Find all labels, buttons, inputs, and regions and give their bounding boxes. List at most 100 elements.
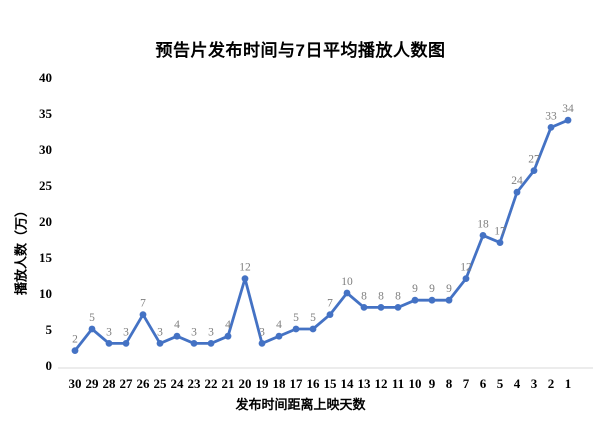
y-tick-label: 10 — [39, 286, 52, 301]
data-point — [445, 296, 453, 304]
data-label: 7 — [327, 298, 333, 310]
data-point — [224, 332, 232, 340]
y-tick-label: 5 — [46, 322, 53, 337]
x-tick-label: 12 — [375, 376, 388, 391]
x-tick-label: 10 — [409, 376, 422, 391]
data-point — [394, 304, 402, 311]
data-label: 24 — [511, 175, 523, 187]
x-tick-label: 28 — [103, 376, 117, 391]
data-point — [190, 340, 198, 347]
data-label: 7 — [140, 298, 146, 310]
data-point — [564, 116, 572, 124]
data-point — [105, 340, 113, 347]
x-tick-label: 5 — [497, 376, 504, 391]
data-label: 34 — [562, 103, 574, 115]
data-point — [428, 296, 436, 304]
x-tick-label: 20 — [239, 376, 252, 391]
x-tick-label: 26 — [137, 376, 151, 391]
x-tick-label: 14 — [341, 376, 355, 391]
data-label: 5 — [89, 312, 95, 324]
x-tick-label: 24 — [171, 376, 185, 391]
data-label: 5 — [293, 312, 299, 324]
data-label: 3 — [191, 326, 197, 338]
x-tick-label: 21 — [222, 376, 235, 391]
x-tick-label: 18 — [273, 376, 287, 391]
data-point — [343, 289, 351, 297]
x-tick-label: 16 — [307, 376, 321, 391]
x-tick-label: 19 — [256, 376, 270, 391]
data-point — [377, 304, 385, 311]
x-tick-label: 8 — [446, 376, 453, 391]
data-label: 12 — [460, 262, 472, 274]
x-tick-label: 4 — [514, 376, 521, 391]
x-tick-label: 3 — [531, 376, 538, 391]
y-tick-label: 35 — [39, 106, 53, 121]
data-point — [479, 232, 487, 239]
data-point — [496, 239, 504, 247]
data-label: 33 — [545, 110, 557, 122]
y-tick-label: 40 — [39, 70, 52, 85]
data-label: 8 — [395, 290, 401, 302]
x-tick-label: 9 — [429, 376, 436, 391]
data-point — [173, 332, 181, 340]
x-tick-label: 23 — [188, 376, 202, 391]
data-label: 8 — [361, 290, 367, 302]
data-label: 5 — [310, 312, 316, 324]
data-point — [530, 167, 538, 175]
data-label: 4 — [174, 319, 180, 331]
data-point — [71, 347, 79, 354]
y-tick-label: 0 — [46, 358, 53, 373]
x-axis-title: 发布时间距离上映天数 — [235, 397, 366, 412]
chart-title: 预告片发布时间与7日平均播放人数图 — [155, 41, 446, 60]
x-tick-label: 1 — [565, 376, 572, 391]
data-point — [122, 340, 130, 347]
y-tick-label: 25 — [39, 178, 53, 193]
data-label: 27 — [528, 154, 540, 166]
x-tick-label: 30 — [69, 376, 82, 391]
data-label: 8 — [378, 290, 384, 302]
data-point — [547, 124, 555, 131]
x-tick-label: 2 — [548, 376, 555, 391]
data-label: 3 — [259, 326, 265, 338]
data-label: 17 — [494, 226, 506, 238]
y-tick-label: 30 — [39, 142, 52, 157]
data-point — [207, 340, 215, 347]
data-point — [292, 325, 300, 333]
data-label: 3 — [208, 326, 214, 338]
x-tick-label: 29 — [86, 376, 100, 391]
x-tick-label: 15 — [324, 376, 338, 391]
y-tick-label: 15 — [39, 250, 53, 265]
data-point — [241, 275, 249, 282]
x-tick-label: 17 — [290, 376, 304, 391]
data-point — [309, 325, 317, 333]
data-label: 9 — [446, 283, 452, 295]
data-label: 3 — [157, 326, 163, 338]
data-label: 3 — [123, 326, 129, 338]
x-tick-label: 25 — [154, 376, 168, 391]
data-point — [156, 340, 164, 347]
data-point — [326, 311, 334, 318]
data-label: 2 — [72, 334, 78, 346]
data-point — [411, 296, 419, 304]
data-point — [88, 325, 96, 333]
data-point — [360, 304, 368, 311]
data-label: 12 — [239, 262, 251, 274]
data-label: 4 — [276, 319, 282, 331]
x-tick-label: 27 — [120, 376, 134, 391]
x-tick-label: 6 — [480, 376, 487, 391]
data-label: 9 — [429, 283, 435, 295]
data-label: 9 — [412, 283, 418, 295]
data-point — [139, 311, 147, 318]
x-tick-label: 11 — [392, 376, 404, 391]
data-label: 10 — [341, 276, 353, 288]
x-tick-label: 13 — [358, 376, 372, 391]
data-label: 18 — [477, 218, 489, 230]
data-point — [513, 188, 521, 196]
data-point — [462, 275, 470, 282]
data-label: 3 — [106, 326, 112, 338]
data-label: 4 — [225, 319, 231, 331]
data-point — [275, 332, 283, 340]
x-tick-label: 7 — [463, 376, 470, 391]
